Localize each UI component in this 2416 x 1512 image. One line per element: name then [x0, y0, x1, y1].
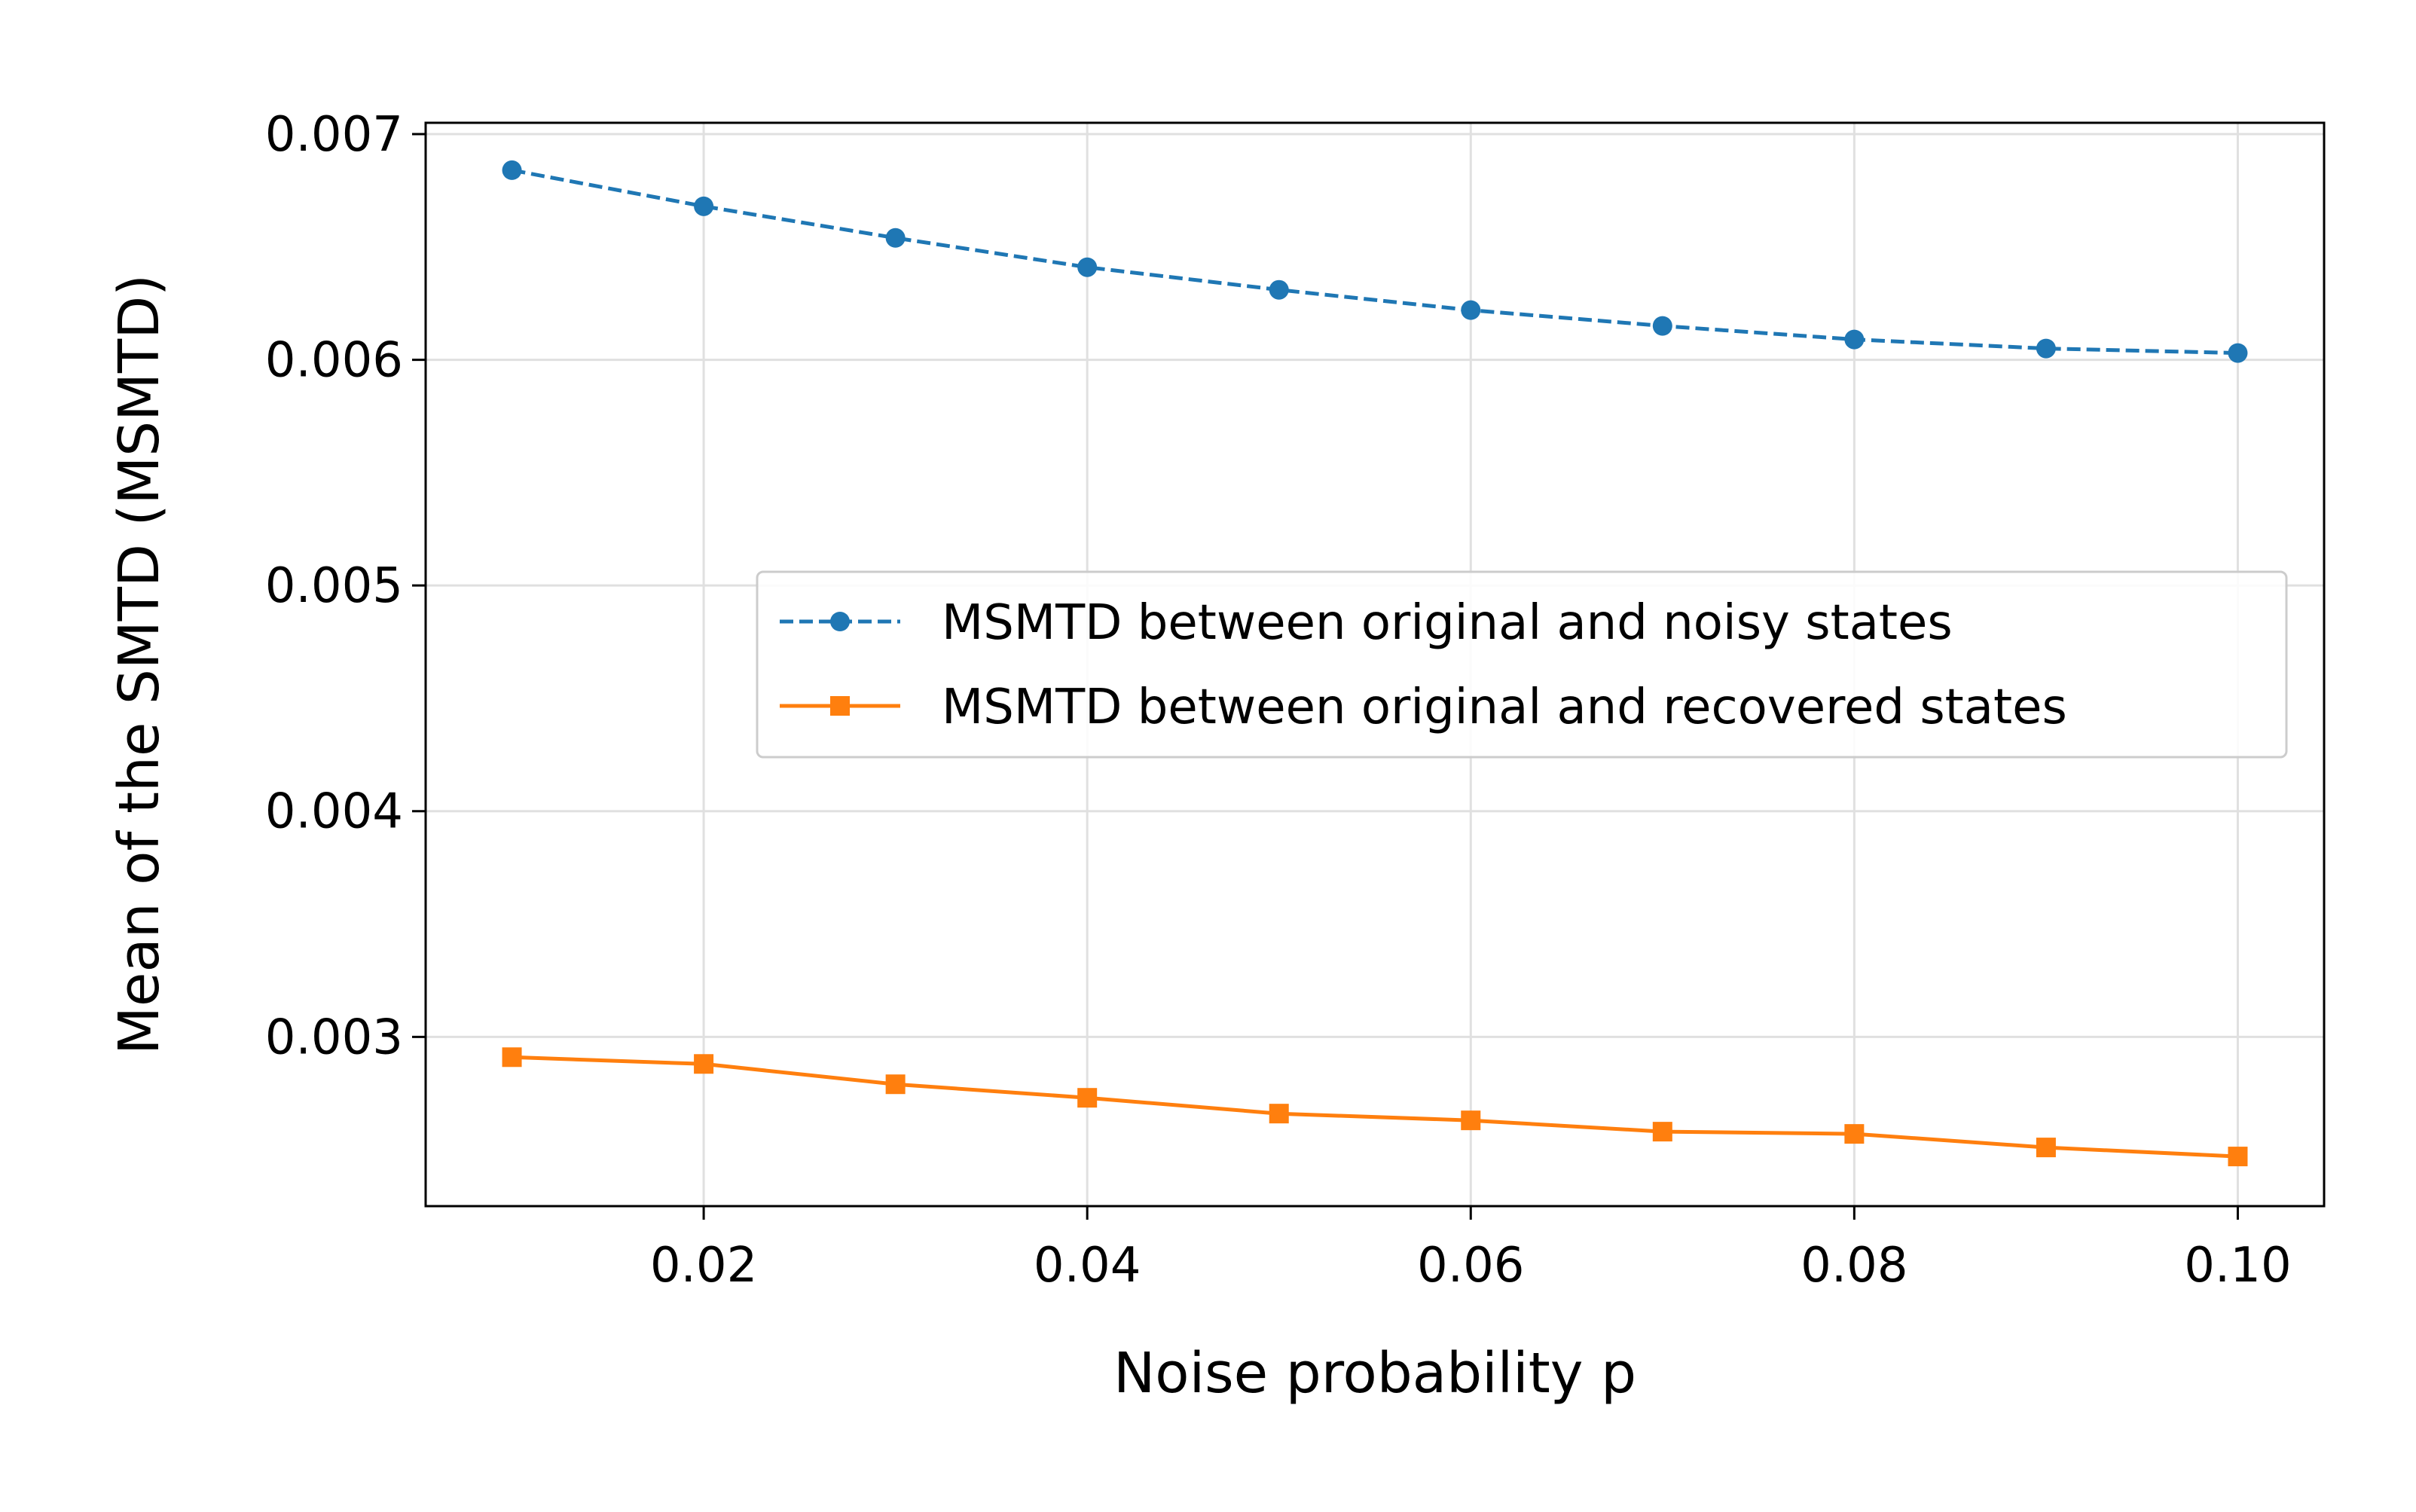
- x-tick-label: 0.08: [1801, 1238, 1908, 1294]
- legend-box: [756, 570, 2288, 759]
- data-point: [1652, 316, 1672, 336]
- data-point: [1844, 329, 1865, 350]
- tick-layer: 0.02 0.04 0.06 0.08 0.10 0.003 0.004 0.005 0.006…: [265, 107, 2292, 1294]
- legend-label: MSMTD between original and recovered sta…: [942, 680, 2067, 735]
- y-tick-label: 0.006: [265, 333, 403, 389]
- y-tick-label: 0.003: [265, 1010, 403, 1065]
- data-point: [1269, 279, 1289, 300]
- legend-marker: [830, 612, 850, 631]
- series-layer: [502, 160, 2248, 1167]
- data-point: [2036, 1138, 2056, 1158]
- series-2: [502, 1047, 2248, 1167]
- data-point: [1077, 1088, 1098, 1108]
- data-point: [1652, 1122, 1672, 1142]
- data-point: [1461, 1110, 1481, 1131]
- data-point: [1461, 300, 1481, 320]
- legend: MSMTD between original and noisy states M…: [756, 570, 2288, 759]
- plot-frame: [424, 121, 2326, 1208]
- series-1: [502, 160, 2248, 363]
- data-point: [502, 160, 522, 180]
- series-line: [512, 168, 2238, 356]
- data-point: [694, 1054, 714, 1074]
- y-axis-title: Mean of the SMTD (MSMTD): [107, 274, 172, 1055]
- x-axis-title: Noise probability p: [1113, 1341, 1636, 1406]
- data-point: [1269, 1104, 1289, 1124]
- y-tick-label: 0.007: [265, 107, 403, 163]
- data-point: [694, 196, 714, 216]
- data-point: [1077, 257, 1098, 277]
- x-tick-label: 0.06: [1417, 1238, 1525, 1294]
- x-tick-label: 0.10: [2184, 1238, 2292, 1294]
- legend-item-1: MSMTD between original and noisy states: [780, 595, 1953, 651]
- legend-label: MSMTD between original and noisy states: [942, 595, 1953, 651]
- data-point: [885, 1074, 906, 1095]
- series-line: [512, 1055, 2238, 1159]
- data-point: [502, 1047, 522, 1068]
- data-point: [885, 228, 906, 248]
- legend-marker: [830, 696, 850, 716]
- y-tick-label: 0.004: [265, 784, 403, 840]
- data-point: [2036, 338, 2056, 359]
- x-tick-label: 0.04: [1034, 1238, 1141, 1294]
- data-point: [2228, 343, 2248, 363]
- data-point: [1844, 1124, 1865, 1144]
- y-tick-label: 0.005: [265, 558, 403, 614]
- legend-item-2: MSMTD between original and recovered sta…: [780, 680, 2067, 735]
- data-point: [2228, 1147, 2248, 1167]
- x-tick-label: 0.02: [650, 1238, 758, 1294]
